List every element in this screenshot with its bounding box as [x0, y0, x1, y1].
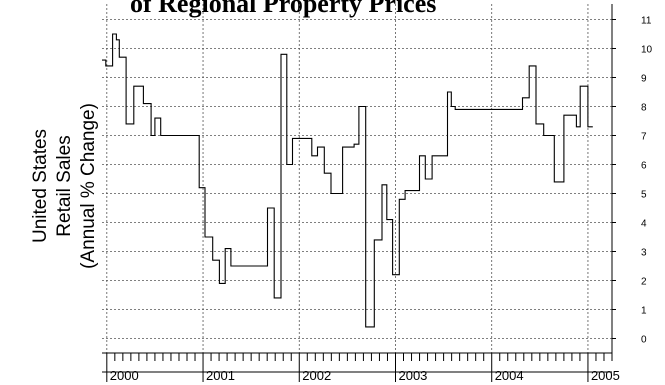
y-tick-label: 4: [641, 219, 647, 230]
y-tick-label: 0: [641, 335, 647, 346]
y-tick-label: 5: [641, 190, 647, 201]
x-tick-label: 2005: [591, 368, 620, 383]
x-axis: 2000 2001 2002 2003 2004 2005: [106, 353, 620, 383]
gridlines: [102, 4, 612, 353]
y-tick-label: 3: [641, 248, 647, 259]
x-tick-label: 2003: [398, 368, 427, 383]
y-axis-label-line-2: Retail Sales: [54, 135, 75, 236]
y-tick-label: 8: [641, 103, 647, 114]
series-group: [102, 33, 593, 328]
y-axis-label-line-1: United States: [30, 129, 51, 243]
x-tick-label: 2004: [495, 368, 524, 383]
series-line: [102, 33, 593, 328]
x-tick-label: 2000: [110, 368, 139, 383]
y-tick-label: 10: [641, 45, 653, 56]
y-tick-label: 7: [641, 132, 647, 143]
y-axis: 0 1 2 3 4 5 6 7 8 9 10 11: [612, 16, 653, 346]
y-tick-label: 2: [641, 277, 647, 288]
y-tick-label: 6: [641, 161, 647, 172]
x-tick-label: 2001: [206, 368, 235, 383]
x-tick-label: 2002: [302, 368, 331, 383]
y-axis-label-line-3: (Annual % Change): [78, 103, 99, 269]
y-tick-label: 9: [641, 74, 647, 85]
y-axis-label: United States Retail Sales (Annual % Cha…: [30, 103, 99, 269]
chart-title: of Regional Property Prices: [130, 0, 436, 18]
plot-frame: [102, 4, 613, 373]
y-tick-label: 11: [641, 16, 652, 27]
y-tick-label: 1: [641, 306, 647, 317]
